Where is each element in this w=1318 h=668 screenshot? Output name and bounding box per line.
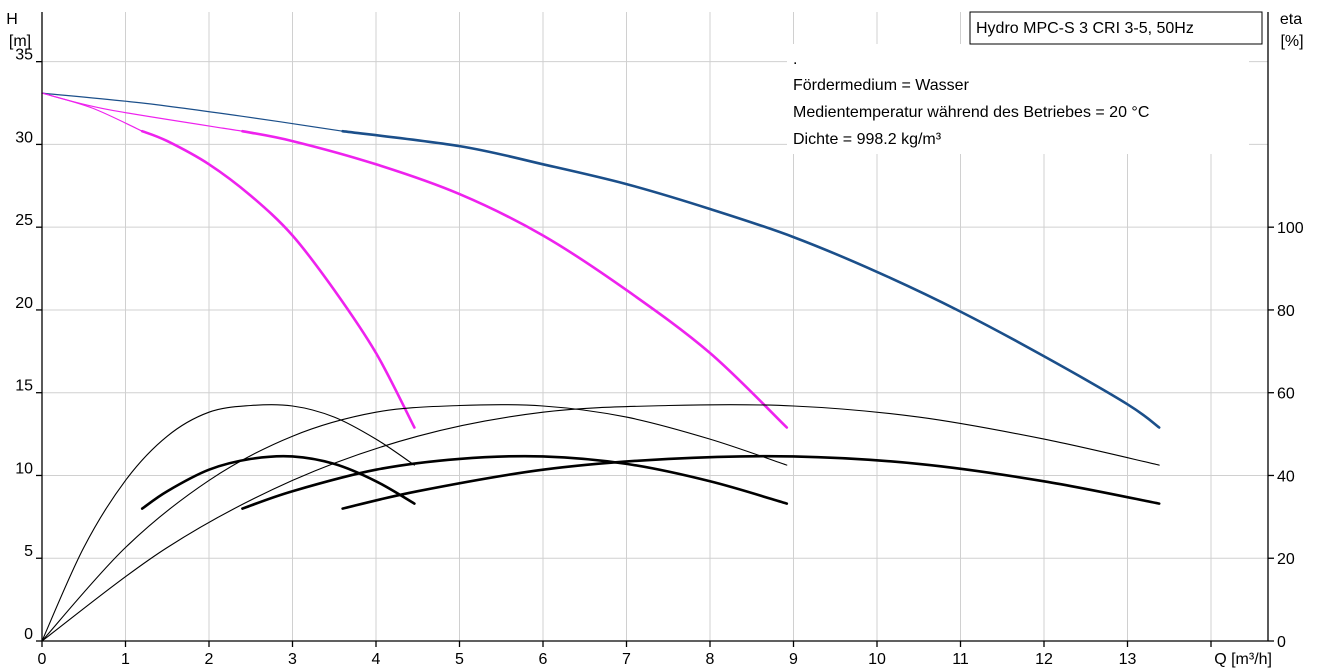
y-left-tick-label: 20 — [15, 295, 33, 312]
y-right-unit: [%] — [1280, 33, 1303, 50]
y-right-tick-label: 40 — [1277, 468, 1295, 485]
x-tick-label: 3 — [288, 651, 297, 668]
y-right-tick-label: 80 — [1277, 303, 1295, 320]
notes-background — [787, 44, 1249, 154]
eta-curve-7 — [140, 454, 416, 510]
y-left-label: H — [6, 11, 18, 28]
axes — [41, 12, 1269, 642]
tick-labels: 0 1 2 3 4 5 6 7 8 9 10 11 12 130510152025303502040608… — [15, 47, 1304, 668]
y-right-tick-label: 20 — [1277, 551, 1295, 568]
x-tick-label: 11 — [952, 651, 969, 668]
head-curve-3 — [241, 129, 789, 429]
y-right-tick-label: 100 — [1277, 220, 1304, 237]
y-right-tick-label: 60 — [1277, 386, 1295, 403]
head-curve-4 — [41, 92, 143, 132]
y-right-label: eta — [1280, 11, 1302, 28]
eta-curve-11 — [341, 454, 1161, 510]
y-left-tick-label: 35 — [15, 47, 33, 64]
y-left-tick-label: 30 — [15, 129, 33, 146]
x-tick-label: 5 — [455, 651, 464, 668]
note-density: Dichte = 998.2 kg/m³ — [793, 131, 942, 148]
y-right-tick-label: 0 — [1277, 634, 1286, 651]
head-curve-0 — [41, 92, 344, 132]
x-tick-label: 8 — [706, 651, 715, 668]
y-left-tick-label: 25 — [15, 212, 33, 229]
y-left-tick-label: 10 — [15, 460, 33, 477]
note-temperature: Medientemperatur während des Betriebes =… — [793, 104, 1149, 121]
x-tick-label: 4 — [372, 651, 381, 668]
x-tick-label: 6 — [539, 651, 548, 668]
eta-curve-10 — [41, 404, 1160, 642]
x-tick-label: 10 — [868, 651, 886, 668]
eta-curve-6 — [41, 404, 415, 642]
y-left-unit: [m] — [9, 33, 31, 50]
x-tick-label: 12 — [1035, 651, 1053, 668]
x-tick-label: 13 — [1119, 651, 1137, 668]
x-tick-label: 7 — [622, 651, 631, 668]
y-left-tick-label: 0 — [24, 626, 33, 643]
note-medium: Fördermedium = Wasser — [793, 77, 970, 94]
head-curve-1 — [341, 129, 1161, 429]
y-left-tick-label: 15 — [15, 378, 33, 395]
x-tick-label: 9 — [789, 651, 798, 668]
curve-series — [41, 92, 1161, 642]
x-tick-label: 1 — [121, 651, 130, 668]
note-dot: . — [793, 51, 797, 68]
y-left-tick-label: 5 — [24, 543, 33, 560]
x-tick-label: 2 — [205, 651, 214, 668]
chart-title: Hydro MPC-S 3 CRI 3-5, 50Hz — [976, 20, 1194, 37]
eta-curve-8 — [41, 404, 788, 642]
x-tick-label: 0 — [38, 651, 47, 668]
x-axis-label: Q [m³/h] — [1214, 651, 1272, 668]
title-box — [969, 11, 1263, 45]
eta-curve-9 — [241, 454, 789, 510]
head-curve-5 — [140, 129, 416, 429]
